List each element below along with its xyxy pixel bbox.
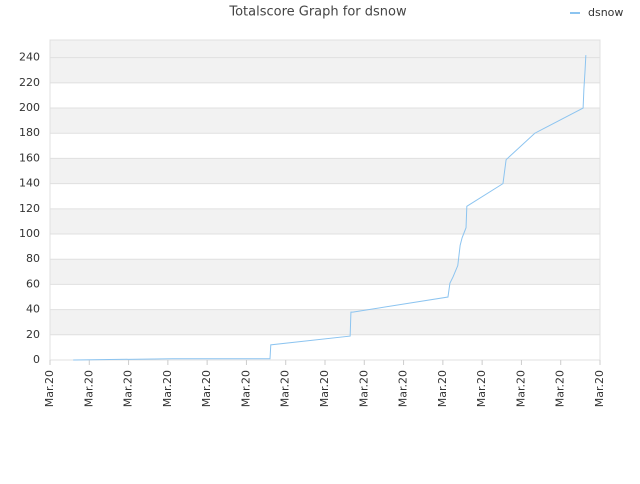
y-tick-label: 240 bbox=[19, 51, 40, 64]
x-tick-label: Mar.20 bbox=[593, 370, 606, 407]
grid-band bbox=[50, 40, 600, 58]
y-tick-label: 80 bbox=[26, 252, 40, 265]
y-tick-label: 0 bbox=[33, 353, 40, 366]
y-tick-label: 180 bbox=[19, 126, 40, 139]
x-tick-label: Mar.20 bbox=[161, 370, 174, 407]
grid-band bbox=[50, 57, 600, 83]
x-tick-label: Mar.20 bbox=[82, 370, 95, 407]
x-tick-label: Mar.20 bbox=[357, 370, 370, 407]
y-tick-label: 120 bbox=[19, 202, 40, 215]
x-tick-label: Mar.20 bbox=[318, 370, 331, 407]
grid-band bbox=[50, 208, 600, 235]
grid-band bbox=[50, 108, 600, 134]
y-tick-label: 20 bbox=[26, 328, 40, 341]
y-tick-label: 140 bbox=[19, 177, 40, 190]
y-tick-label: 160 bbox=[19, 151, 40, 164]
y-tick-label: 60 bbox=[26, 277, 40, 290]
x-tick-label: Mar.20 bbox=[436, 370, 449, 407]
y-tick-label: 100 bbox=[19, 227, 40, 240]
x-tick-label: Mar.20 bbox=[122, 370, 135, 407]
legend-label: dsnow bbox=[588, 6, 623, 19]
x-tick-label: Mar.20 bbox=[239, 370, 252, 407]
grid-band bbox=[50, 158, 600, 184]
x-tick-label: Mar.20 bbox=[397, 370, 410, 407]
series-line bbox=[73, 55, 587, 361]
x-tick-label: Mar.20 bbox=[514, 370, 527, 407]
grid-band bbox=[50, 309, 600, 335]
y-tick-label: 40 bbox=[26, 303, 40, 316]
x-tick-label: Mar.20 bbox=[279, 370, 292, 407]
y-tick-label: 220 bbox=[19, 76, 40, 89]
x-tick-label: Mar.20 bbox=[200, 370, 213, 407]
x-tick-label: Mar.20 bbox=[43, 370, 56, 407]
chart-title: Totalscore Graph for dsnow bbox=[228, 5, 407, 20]
x-tick-label: Mar.20 bbox=[554, 370, 567, 407]
y-tick-label: 200 bbox=[19, 101, 40, 114]
grid-band bbox=[50, 259, 600, 285]
x-tick-label: Mar.20 bbox=[475, 370, 488, 407]
